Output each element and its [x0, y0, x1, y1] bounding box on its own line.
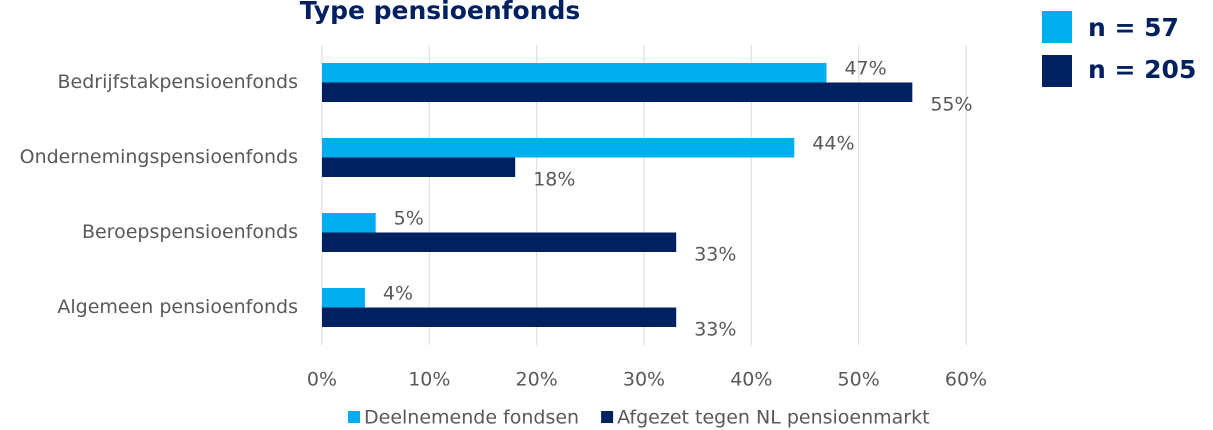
annotation: n = 57: [1088, 13, 1179, 42]
bar: [322, 232, 677, 252]
bar: [322, 138, 795, 158]
bar: [322, 82, 913, 102]
annotation: n = 205: [1088, 55, 1196, 84]
y-tick-label: Algemeen pensioenfonds: [57, 296, 298, 318]
data-label: 18%: [533, 169, 575, 191]
y-tick-label: Bedrijfstakpensioenfonds: [58, 71, 298, 93]
bar: [322, 288, 365, 308]
annotation-swatch: [1042, 55, 1072, 87]
legend-swatch: [348, 411, 360, 423]
chart-title: Type pensioenfonds: [300, 0, 581, 25]
bar: [322, 307, 677, 327]
x-tick-label: 60%: [945, 369, 987, 391]
data-label: 44%: [812, 133, 854, 155]
x-tick-label: 40%: [730, 369, 772, 391]
y-tick-label: Beroepspensioenfonds: [82, 221, 298, 243]
x-tick-label: 50%: [838, 369, 880, 391]
y-tick-label: Ondernemingspensioenfonds: [20, 146, 298, 168]
legend-label: Afgezet tegen NL pensioenmarkt: [617, 407, 929, 429]
legend-label: Deelnemende fondsen: [364, 407, 579, 429]
data-label: 33%: [694, 319, 736, 341]
data-label: 55%: [930, 94, 972, 116]
bar: [322, 213, 376, 233]
annotation-swatch: [1042, 11, 1072, 43]
x-tick-label: 0%: [307, 369, 337, 391]
x-tick-label: 20%: [516, 369, 558, 391]
bar: [322, 157, 516, 177]
bar: [322, 63, 827, 83]
data-label: 33%: [694, 244, 736, 266]
x-tick-label: 30%: [623, 369, 665, 391]
data-label: 47%: [844, 58, 886, 80]
legend-swatch: [601, 411, 614, 423]
x-tick-label: 10%: [408, 369, 450, 391]
data-label: 5%: [394, 208, 424, 230]
data-label: 4%: [383, 283, 413, 305]
